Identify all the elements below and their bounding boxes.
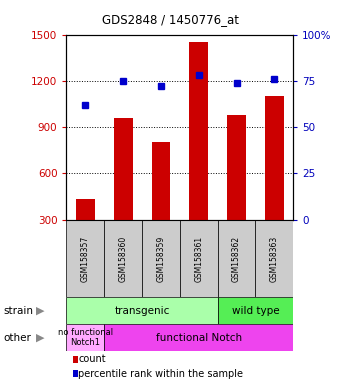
Bar bbox=[104, 220, 142, 298]
Bar bbox=[189, 42, 208, 220]
Text: GSM158362: GSM158362 bbox=[232, 235, 241, 281]
Bar bbox=[76, 200, 95, 220]
Text: GSM158363: GSM158363 bbox=[270, 235, 279, 281]
Bar bbox=[218, 220, 255, 298]
Text: strain: strain bbox=[3, 306, 33, 316]
Text: GSM158359: GSM158359 bbox=[157, 235, 165, 281]
Text: ▶: ▶ bbox=[36, 333, 44, 343]
Bar bbox=[104, 324, 293, 351]
Text: GSM158361: GSM158361 bbox=[194, 235, 203, 281]
Text: transgenic: transgenic bbox=[114, 306, 170, 316]
Text: count: count bbox=[78, 354, 106, 364]
Text: wild type: wild type bbox=[232, 306, 279, 316]
Bar bbox=[142, 220, 180, 298]
Text: other: other bbox=[3, 333, 31, 343]
Text: GSM158357: GSM158357 bbox=[81, 235, 90, 281]
Bar bbox=[255, 220, 293, 298]
Text: functional Notch: functional Notch bbox=[156, 333, 242, 343]
Bar bbox=[227, 115, 246, 220]
Bar bbox=[265, 96, 284, 220]
Bar bbox=[218, 298, 293, 324]
Text: percentile rank within the sample: percentile rank within the sample bbox=[78, 369, 243, 379]
Text: GSM158360: GSM158360 bbox=[119, 235, 128, 281]
Text: no functional
Notch1: no functional Notch1 bbox=[58, 328, 113, 347]
Bar bbox=[114, 118, 133, 220]
Bar bbox=[180, 220, 218, 298]
Bar bbox=[66, 220, 104, 298]
Text: GDS2848 / 1450776_at: GDS2848 / 1450776_at bbox=[102, 13, 239, 26]
Text: ▶: ▶ bbox=[36, 306, 44, 316]
Bar bbox=[66, 324, 104, 351]
Bar bbox=[151, 142, 170, 220]
Bar bbox=[66, 298, 218, 324]
